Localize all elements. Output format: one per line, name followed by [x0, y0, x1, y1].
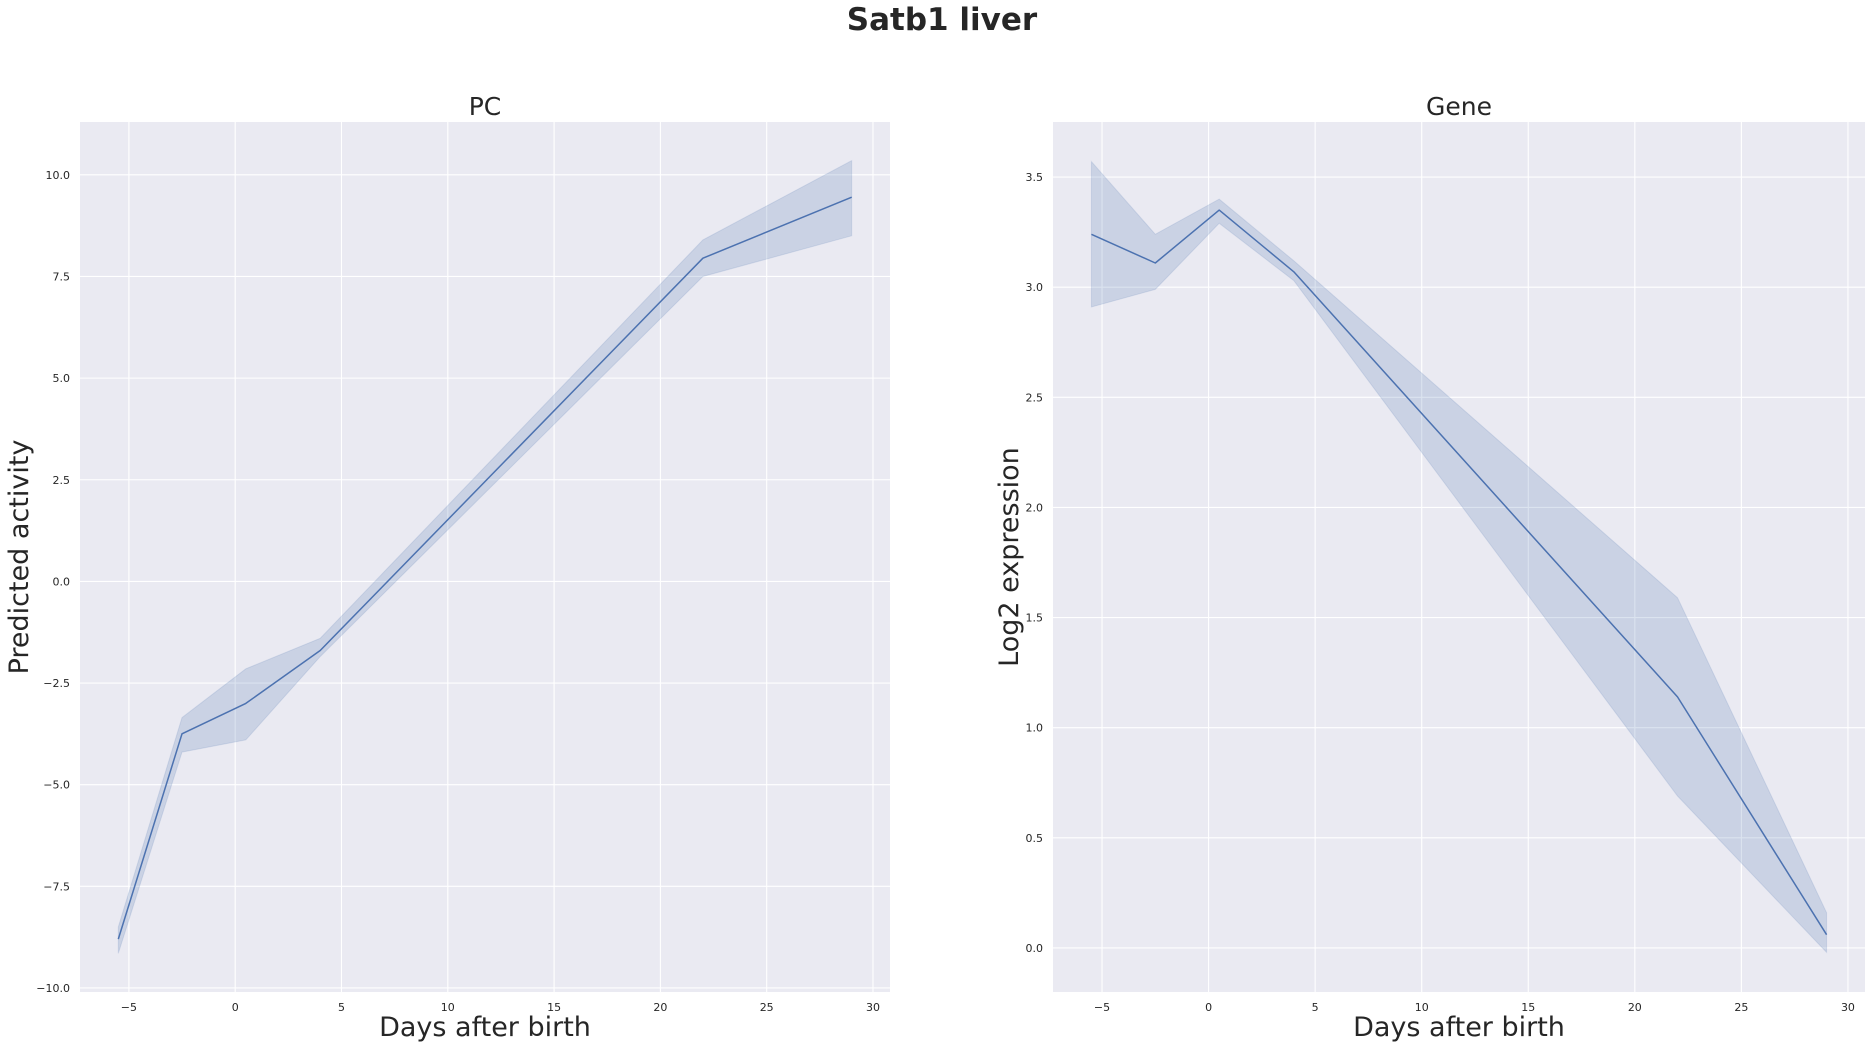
pc-y-tick-label: −10.0 — [36, 982, 70, 995]
pc-x-tick-label: 15 — [547, 1001, 561, 1014]
pc-y-tick-label: 7.5 — [53, 270, 71, 283]
pc-chart-title: PC — [469, 92, 502, 121]
pc-y-tick-label: −7.5 — [43, 880, 70, 893]
gene-chart-title: Gene — [1426, 92, 1492, 121]
gene-y-tick-label: 3.0 — [1026, 281, 1044, 294]
pc-confidence-band — [117, 159, 853, 954]
gene-y-tick-label: 2.5 — [1026, 391, 1044, 404]
pc-x-tick-label: 25 — [760, 1001, 774, 1014]
pc-x-tick-label: 5 — [338, 1001, 345, 1014]
gene-confidence-band — [1090, 160, 1828, 954]
gene-x-tick-label: 15 — [1521, 1001, 1535, 1014]
pc-x-tick-label: 30 — [866, 1001, 880, 1014]
pc-y-tick-label: −5.0 — [43, 779, 70, 792]
pc-panel: −5 0 5 10 15 20 25 30 −10.0 −7.5 −5.0 −2.5 0.0 2.5 5.0… — [4, 92, 890, 1043]
gene-y-tick-label: 0.5 — [1026, 832, 1044, 845]
pc-x-tick-label: 10 — [441, 1001, 455, 1014]
gene-y-tick-label: 0.0 — [1026, 942, 1044, 955]
pc-x-tick-label: 0 — [232, 1001, 239, 1014]
pc-y-axis-label: Predicted activity — [4, 440, 35, 675]
gene-x-tick-label: 10 — [1415, 1001, 1429, 1014]
gene-plot-area — [1053, 122, 1865, 992]
gene-y-tick-label: 1.5 — [1026, 612, 1044, 625]
gene-series-line — [1091, 209, 1828, 936]
gene-x-tick-label: 0 — [1205, 1001, 1212, 1014]
pc-y-tick-label: 10.0 — [46, 169, 71, 182]
gene-y-tick-label: 3.5 — [1026, 171, 1044, 184]
gene-panel: −5 0 5 10 15 20 25 30 0.0 0.5 1.0 1.5 2.0 2.5 3.0 3.5 Ge… — [994, 92, 1865, 1043]
pc-series-line — [117, 196, 852, 940]
gene-y-tick-label: 1.0 — [1026, 722, 1044, 735]
pc-y-tick-label: 0.0 — [53, 575, 71, 588]
gene-x-tick-label: 20 — [1628, 1001, 1642, 1014]
gene-x-tick-label: 25 — [1734, 1001, 1748, 1014]
gene-x-tick-label: −5 — [1094, 1001, 1110, 1014]
figure-title: Satb1 liver — [847, 2, 1038, 38]
pc-y-tick-label: 5.0 — [53, 372, 71, 385]
gene-y-tick-label: 2.0 — [1026, 501, 1044, 514]
gene-y-axis-label: Log2 expression — [994, 447, 1025, 667]
pc-x-axis-label: Days after birth — [379, 1012, 591, 1043]
gene-x-tick-label: 30 — [1841, 1001, 1855, 1014]
gene-x-axis-label: Days after birth — [1353, 1012, 1565, 1043]
pc-x-tick-label: −5 — [121, 1001, 137, 1014]
gene-x-tick-label: 5 — [1312, 1001, 1319, 1014]
pc-plot-area — [80, 122, 890, 992]
pc-y-tick-label: −2.5 — [43, 677, 70, 690]
pc-x-tick-label: 20 — [653, 1001, 667, 1014]
pc-y-tick-label: 2.5 — [53, 474, 71, 487]
